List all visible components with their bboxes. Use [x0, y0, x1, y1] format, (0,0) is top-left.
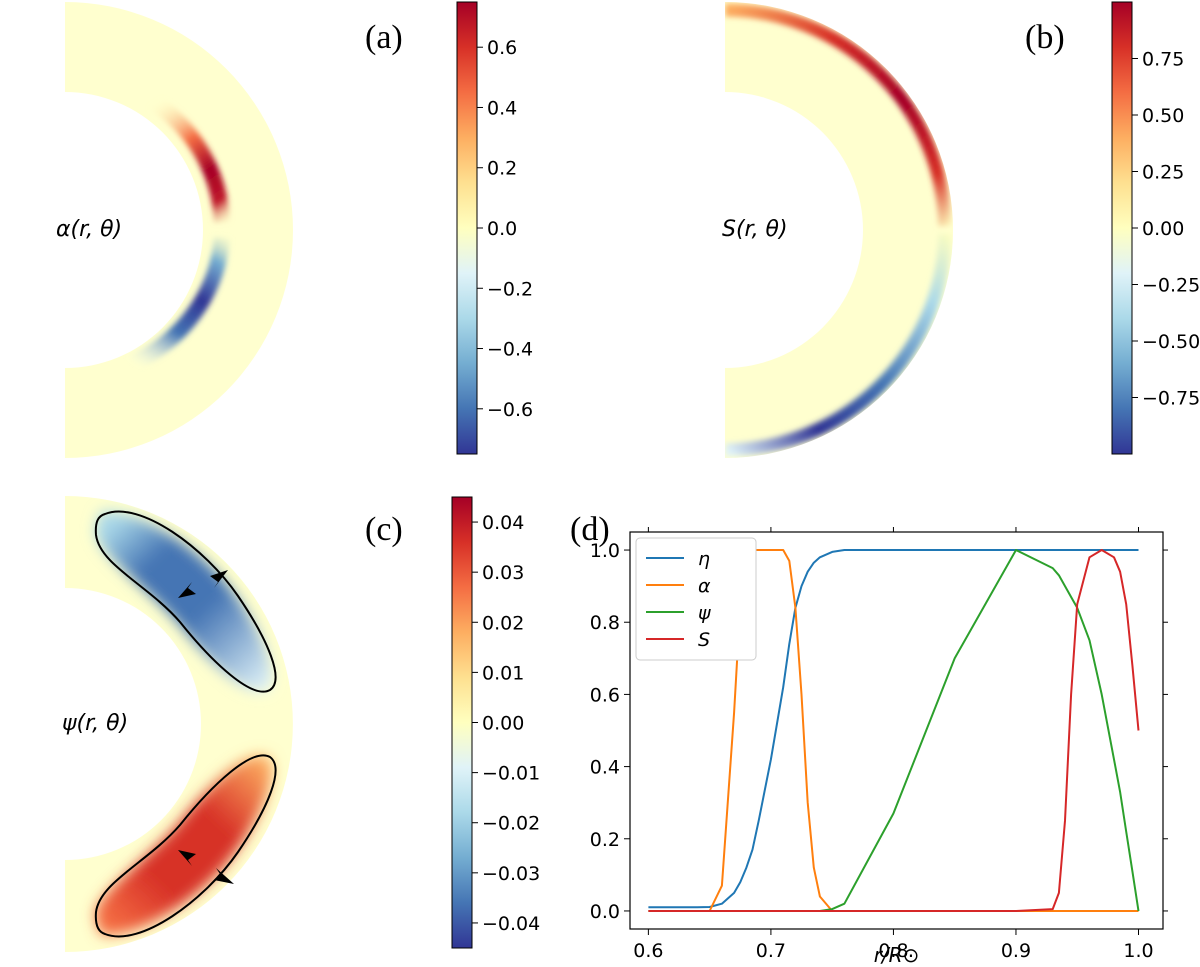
panel-a-label: (a): [365, 19, 403, 56]
colorbar-a-tick-label: −0.4: [487, 339, 533, 361]
colorbar-b-tick-label: −0.50: [1142, 331, 1200, 353]
y-tick-label: 0.2: [590, 829, 620, 851]
legend-label-eta: η: [698, 548, 710, 570]
colorbar-a-tick-label: 0.2: [487, 158, 517, 180]
y-tick-label: 0.6: [590, 684, 620, 706]
panel-b-positive-band: [725, 3, 952, 227]
panel-c-label: (c): [365, 511, 403, 548]
y-tick-label: 0.4: [590, 757, 620, 779]
x-tick-label: 0.7: [756, 940, 786, 962]
legend: [635, 537, 757, 661]
colorbar-c-bar: [451, 496, 473, 949]
series-line-eta: [648, 549, 1139, 909]
legend-label-S: S: [698, 629, 710, 651]
colorbar-b-tick-label: 0.50: [1142, 105, 1184, 127]
legend-label-psi: ψ: [698, 602, 711, 624]
colorbar-c-tick-label: 0.04: [482, 512, 524, 534]
colorbar-a-tick-label: 0.0: [487, 218, 517, 240]
panel-c-arrow-2: [178, 582, 196, 598]
legend-label-alpha: α: [698, 575, 711, 597]
panel-b: S(r, θ) (b) 0.75 0.50 0.25 0.00 −0.25 −0.50 −0…: [722, 1, 1200, 458]
panel-a-annulus: [65, 2, 293, 458]
y-tick-label: 1.0: [590, 540, 620, 562]
y-tick-label: 0.8: [590, 612, 620, 634]
x-tick-label: 0.6: [633, 940, 663, 962]
x-tick-label: 1.0: [1123, 940, 1153, 962]
panel-d-label: (d): [570, 511, 610, 548]
panel-c-streamline-north: [94, 510, 277, 693]
panel-a-positive-band: [145, 93, 230, 223]
colorbar-c-tick-label: 0.01: [482, 662, 524, 684]
colorbar-b-tick-label: 0.75: [1142, 49, 1184, 71]
panel-c: ψ(r, θ) (c) 0.04 0.03 0.02 0.01 0.00 −0.01 −0.…: [62, 496, 540, 952]
panel-b-label: (b): [1025, 19, 1065, 56]
panel-b-annulus: [725, 2, 953, 458]
panel-a: α(r, θ) (a) 0.6 0.4 0.2 0.0 −0.2 −0.4 −0.6: [56, 1, 533, 458]
panel-b-negative-band: [725, 233, 952, 457]
panel-c-arrow-4: [214, 868, 234, 884]
y-tick-label: 0.0: [590, 901, 620, 923]
colorbar-a-tick-label: −0.6: [487, 399, 533, 421]
x-tick-label: 0.9: [1001, 940, 1031, 962]
panel-c-arrow-1: [210, 570, 228, 588]
colorbar-b-tick-label: 0.00: [1142, 218, 1184, 240]
panel-b-field-label: S(r, θ): [722, 217, 788, 242]
colorbar-a-tick-label: 0.6: [487, 37, 517, 59]
panel-c-field-label: ψ(r, θ): [62, 711, 128, 736]
colorbar-b-tick-label: 0.25: [1142, 162, 1184, 184]
x-tick-label: 0.8: [878, 940, 908, 962]
colorbar-c: 0.04 0.03 0.02 0.01 0.00 −0.01 −0.02 −0.03 −0.04: [451, 496, 540, 949]
colorbar-a-tick-label: 0.4: [487, 97, 517, 119]
colorbar-c-tick-label: 0.02: [482, 612, 524, 634]
panel-c-negative-cell: [95, 511, 273, 692]
colorbar-c-tick-label: 0.03: [482, 562, 524, 584]
colorbar-c-tick-label: −0.04: [482, 913, 540, 935]
colorbar-c-tick-label: −0.03: [482, 863, 540, 885]
panel-c-streamline-south: [94, 754, 277, 938]
panel-c-arrow-3: [178, 850, 196, 866]
panel-a-negative-band: [126, 237, 230, 372]
colorbar-c-tick-label: −0.02: [482, 813, 540, 835]
colorbar-b: 0.75 0.50 0.25 0.00 −0.25 −0.50 −0.75: [1111, 1, 1200, 455]
colorbar-c-tick-label: −0.01: [482, 763, 540, 785]
panel-c-positive-cell: [95, 755, 273, 936]
colorbar-a-bar: [456, 1, 478, 455]
colorbar-b-bar: [1111, 1, 1133, 455]
colorbar-c-tick-label: 0.00: [482, 713, 524, 735]
colorbar-b-tick-label: −0.25: [1142, 275, 1200, 297]
colorbar-a: 0.6 0.4 0.2 0.0 −0.2 −0.4 −0.6: [456, 1, 533, 455]
panel-d: (d) 0.6 0.7 0.8 0.9 1.0 0.0 0.2 0.4 0.6 0.8 1.0 r/R…: [570, 511, 1168, 967]
panel-a-field-label: α(r, θ): [56, 217, 122, 242]
colorbar-a-tick-label: −0.2: [487, 278, 533, 300]
x-axis-label: r/R⊙: [874, 943, 920, 967]
colorbar-b-tick-label: −0.75: [1142, 388, 1200, 410]
series-line-S: [648, 549, 1140, 912]
line-chart: 0.6 0.7 0.8 0.9 1.0 0.0 0.2 0.4 0.6 0.8 1.0 r/R⊙ ηαψ…: [590, 527, 1168, 967]
